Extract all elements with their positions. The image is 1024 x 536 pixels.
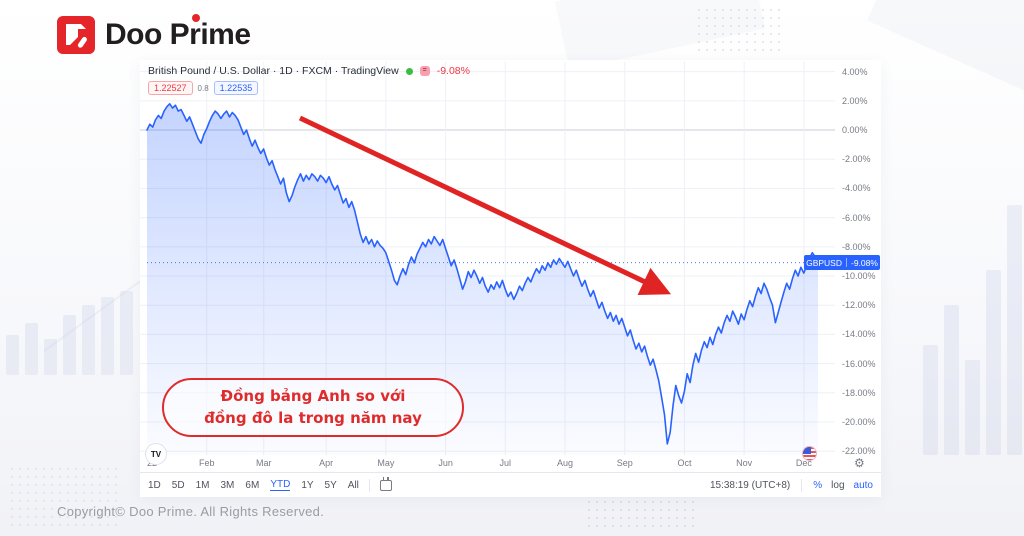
x-axis-tick: Jul <box>499 458 512 468</box>
y-axis-tick: 0.00% <box>842 125 868 136</box>
x-axis-tick: May <box>377 458 395 468</box>
x-axis-tick: Nov <box>736 458 753 468</box>
range-button-1y[interactable]: 1Y <box>301 479 314 491</box>
y-axis-tick: -20.00% <box>842 417 876 427</box>
ask-price-badge[interactable]: 1.22535 <box>213 81 259 95</box>
range-button-1m[interactable]: 1M <box>195 479 210 491</box>
chart-toolbar: 1D 5D 1M 3M 6M YTD 1Y 5Y All 15:38:19 (UTC+8) % … <box>140 472 881 497</box>
percent-scale-toggle[interactable]: % <box>813 479 823 491</box>
y-axis-tick: -18.00% <box>842 387 876 398</box>
y-axis-tick: -8.00% <box>842 241 871 252</box>
last-price-change: -9.08% <box>850 257 878 268</box>
x-axis-tick: Dec <box>795 458 812 468</box>
y-axis-tick: -2.00% <box>842 154 871 165</box>
left-equalizer-bars <box>6 283 133 375</box>
x-axis-tick: Jun <box>438 458 453 468</box>
doo-prime-logo-text: Doo Prime <box>105 14 251 52</box>
bid-price-badge[interactable]: 1.22527 <box>148 81 193 95</box>
range-button-all[interactable]: All <box>347 479 359 491</box>
badge-divider <box>845 258 847 268</box>
range-button-5d[interactable]: 5D <box>171 479 185 491</box>
us-flag-event-icon[interactable] <box>802 446 817 461</box>
last-price-badge[interactable]: GBPUSD -9.08% <box>804 255 880 271</box>
tradingview-chart-panel: British Pound / U.S. Dollar · 1D · FXCM … <box>140 60 881 497</box>
range-button-ytd[interactable]: YTD <box>270 479 291 491</box>
chart-legend[interactable]: British Pound / U.S. Dollar · 1D · FXCM … <box>148 65 470 77</box>
annotation-line2: đồng đô la trong năm nay <box>204 408 422 427</box>
dot-pattern-bottom-left <box>8 465 118 531</box>
clock-utc[interactable]: 15:38:19 (UTC+8) <box>709 479 791 491</box>
range-button-1d[interactable]: 1D <box>148 479 161 491</box>
x-axis-tick: Apr <box>319 458 334 468</box>
x-axis-tick: Sep <box>616 458 633 468</box>
doo-prime-logo: Doo Prime <box>57 14 251 54</box>
y-axis-tick: -14.00% <box>842 329 876 340</box>
symbol-title[interactable]: British Pound / U.S. Dollar · 1D · FXCM … <box>148 65 399 77</box>
range-button-5y[interactable]: 5Y <box>324 479 337 491</box>
go-to-date-icon[interactable] <box>379 476 392 491</box>
range-buttons: 1D 5D 1M 3M 6M YTD 1Y 5Y All <box>148 479 359 491</box>
y-axis-tick: -16.00% <box>842 358 876 369</box>
x-axis-tick: Mar <box>256 458 272 468</box>
x-axis-tick: Aug <box>557 458 574 468</box>
logo-i-dot <box>191 14 200 22</box>
market-status-icon: = <box>419 66 430 76</box>
annotation-line1: Đồng bảng Anh so với <box>220 386 406 405</box>
copyright-text: Copyright© Doo Prime. All Rights Reserve… <box>57 504 325 519</box>
y-axis-tick: -12.00% <box>842 300 876 311</box>
last-price-symbol: GBPUSD <box>806 257 842 268</box>
right-equalizer-bars <box>923 205 1022 455</box>
y-axis-tick: 2.00% <box>842 95 868 106</box>
time-axis-strip[interactable] <box>140 455 881 472</box>
downtrend-arrow <box>298 115 672 295</box>
dot-pattern-top <box>695 6 780 56</box>
market-open-dot-icon <box>405 67 413 75</box>
bid-ask-row: 1.22527 0.8 1.22535 <box>148 81 259 95</box>
spread-value: 0.8 <box>197 83 209 93</box>
doo-prime-logo-icon <box>57 16 95 54</box>
corner-shape-top-right <box>867 0 1024 110</box>
y-axis-tick: -10.00% <box>842 271 876 282</box>
y-axis-tick: 4.00% <box>842 66 868 77</box>
y-axis-tick: -4.00% <box>842 183 871 194</box>
y-axis-tick: -22.00% <box>842 446 876 457</box>
x-axis-tick: Oct <box>677 458 692 468</box>
range-button-6m[interactable]: 6M <box>245 479 260 491</box>
x-axis-tick: Feb <box>198 458 215 468</box>
range-button-3m[interactable]: 3M <box>220 479 235 491</box>
log-scale-toggle[interactable]: log <box>831 479 845 491</box>
tradingview-logo-icon[interactable]: TV <box>145 443 167 465</box>
annotation-bubble: Đồng bảng Anh so với đồng đô la trong nă… <box>162 378 464 437</box>
y-axis-tick: -6.00% <box>842 212 871 223</box>
axis-settings-gear-icon[interactable]: ⚙ <box>854 456 865 470</box>
toolbar-divider <box>368 478 370 492</box>
toolbar-divider <box>801 478 803 492</box>
change-percent: -9.08% <box>436 65 470 77</box>
auto-scale-toggle[interactable]: auto <box>853 479 873 491</box>
